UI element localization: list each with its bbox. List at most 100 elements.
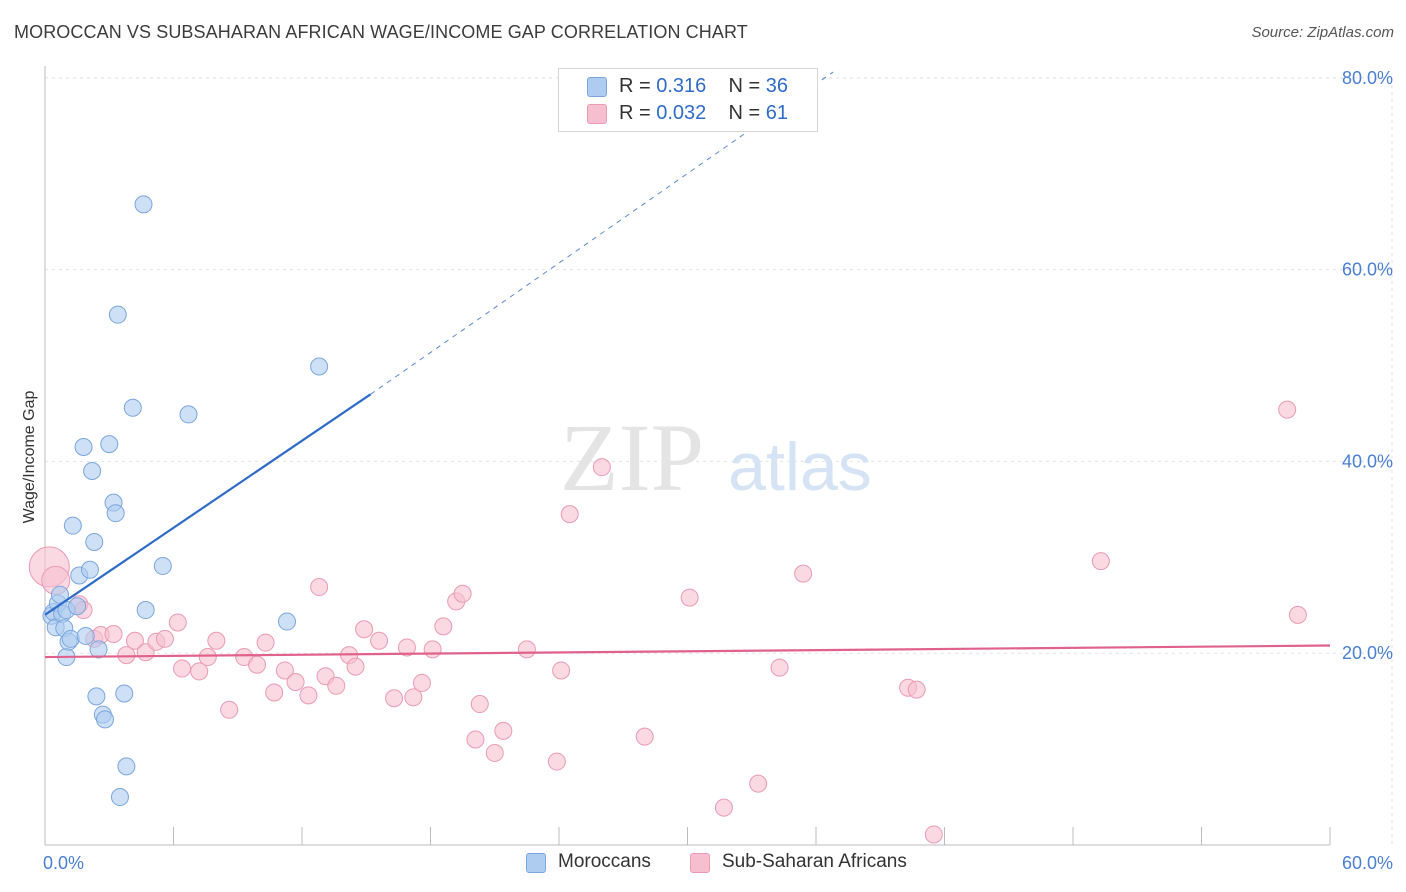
- data-point-moroccans: [106, 504, 125, 523]
- data-point-moroccans: [108, 305, 127, 324]
- legend-swatch-pink: [690, 853, 710, 873]
- trend-lines: [44, 71, 1331, 659]
- data-point-sub-saharan: [494, 721, 513, 740]
- data-point-sub-saharan: [385, 689, 404, 708]
- data-point-moroccans: [153, 556, 172, 575]
- data-point-sub-saharan: [327, 676, 346, 695]
- data-point-moroccans: [136, 601, 155, 620]
- data-point-moroccans: [123, 398, 142, 417]
- data-point-moroccans: [117, 757, 136, 776]
- data-point-moroccans: [100, 435, 119, 454]
- data-point-moroccans: [80, 560, 99, 579]
- data-point-moroccans: [50, 585, 69, 604]
- data-point-moroccans: [134, 195, 153, 214]
- data-point-moroccans: [310, 357, 329, 376]
- legend-r-value: 0.316: [656, 75, 707, 97]
- data-point-sub-saharan: [1091, 552, 1110, 571]
- legend-box: R = 0.316 N = 36 R = 0.032 N = 61: [558, 68, 818, 132]
- data-point-sub-saharan: [248, 655, 267, 674]
- legend-r-value: 0.032: [656, 102, 707, 124]
- data-point-sub-saharan: [907, 680, 926, 699]
- data-point-moroccans: [85, 532, 104, 551]
- data-point-moroccans: [76, 626, 95, 645]
- data-point-sub-saharan: [635, 727, 654, 746]
- data-point-sub-saharan: [346, 657, 365, 676]
- data-point-moroccans: [89, 640, 108, 659]
- data-point-sub-saharan: [286, 672, 305, 691]
- data-point-moroccans: [110, 788, 129, 807]
- data-point-sub-saharan: [299, 686, 318, 705]
- data-point-sub-saharan: [412, 673, 431, 692]
- legend-swatch-blue: [587, 77, 607, 97]
- source-label: Source: ZipAtlas.com: [1251, 24, 1394, 41]
- legend-r-label: R =: [619, 102, 651, 124]
- axes: [44, 66, 1331, 846]
- legend-r-label: R =: [619, 75, 651, 97]
- x-tick-label: 0.0%: [43, 853, 84, 873]
- data-point-moroccans: [61, 629, 80, 648]
- data-point-sub-saharan: [117, 646, 136, 665]
- data-point-sub-saharan: [466, 730, 485, 749]
- y-tick-label: 60.0%: [1342, 260, 1393, 280]
- data-point-sub-saharan: [453, 584, 472, 603]
- data-point-moroccans: [63, 516, 82, 535]
- data-point-sub-saharan: [125, 631, 144, 650]
- legend-n-value: 36: [765, 75, 789, 97]
- trend-line-moroccans: [44, 393, 372, 616]
- legend-n-value: 61: [765, 102, 789, 124]
- bottom-legend: Moroccans Sub-Saharan Africans: [0, 851, 1406, 877]
- y-axis-label: Wage/Income Gap: [21, 391, 38, 524]
- data-point-sub-saharan: [256, 633, 275, 652]
- y-tick-label: 40.0%: [1342, 451, 1393, 471]
- y-tick-label: 20.0%: [1342, 643, 1393, 663]
- data-point-moroccans: [68, 597, 87, 616]
- data-point-sub-saharan: [355, 620, 374, 639]
- tick-labels: 20.0% 40.0% 60.0% 80.0% 0.0% 60.0%: [43, 68, 1393, 873]
- data-point-moroccans: [83, 462, 102, 480]
- legend-n-label: N =: [728, 75, 761, 97]
- data-point-sub-saharan: [770, 658, 789, 677]
- legend-swatch-pink: [587, 104, 607, 124]
- watermark: ZIP atlas: [560, 404, 872, 511]
- data-point-sub-saharan: [104, 625, 123, 644]
- data-point-moroccans: [179, 405, 198, 424]
- y-tick-label: 80.0%: [1342, 68, 1393, 88]
- data-point-moroccans: [115, 684, 134, 703]
- data-point-sub-saharan: [397, 638, 416, 657]
- data-point-sub-saharan: [547, 752, 566, 771]
- data-point-sub-saharan: [310, 578, 329, 597]
- data-point-sub-saharan: [592, 458, 611, 477]
- data-point-sub-saharan: [680, 588, 699, 607]
- data-point-sub-saharan: [1278, 400, 1297, 419]
- data-point-sub-saharan: [265, 683, 284, 702]
- data-point-sub-saharan: [370, 631, 389, 650]
- trend-line-sub-saharan: [44, 644, 1331, 659]
- data-point-sub-saharan: [220, 700, 239, 719]
- data-point-sub-saharan: [423, 640, 442, 659]
- legend-label-sub-saharan: Sub-Saharan Africans: [722, 851, 907, 872]
- data-point-sub-saharan: [517, 640, 536, 659]
- chart-title: MOROCCAN VS SUBSAHARAN AFRICAN WAGE/INCO…: [14, 22, 748, 42]
- series-moroccans-points: [42, 195, 329, 807]
- legend-n-label: N =: [728, 102, 761, 124]
- data-point-moroccans: [87, 687, 106, 706]
- watermark-atlas: atlas: [728, 429, 872, 505]
- data-point-sub-saharan: [404, 688, 423, 707]
- data-point-sub-saharan: [714, 798, 733, 817]
- trend-line-moroccans-extension: [370, 71, 834, 395]
- data-point-sub-saharan: [155, 629, 174, 648]
- grid-lines: [45, 77, 1393, 845]
- data-point-sub-saharan: [485, 743, 504, 762]
- data-point-sub-saharan: [470, 695, 489, 714]
- data-point-moroccans: [74, 438, 93, 457]
- data-point-sub-saharan: [794, 564, 813, 583]
- data-point-sub-saharan: [552, 661, 571, 680]
- legend-swatch-blue: [526, 853, 546, 873]
- data-point-sub-saharan: [207, 631, 226, 650]
- data-point-sub-saharan: [434, 617, 453, 636]
- data-point-sub-saharan: [275, 661, 294, 680]
- data-point-sub-saharan: [560, 505, 579, 524]
- legend-label-moroccans: Moroccans: [558, 851, 651, 872]
- data-point-moroccans: [278, 612, 297, 631]
